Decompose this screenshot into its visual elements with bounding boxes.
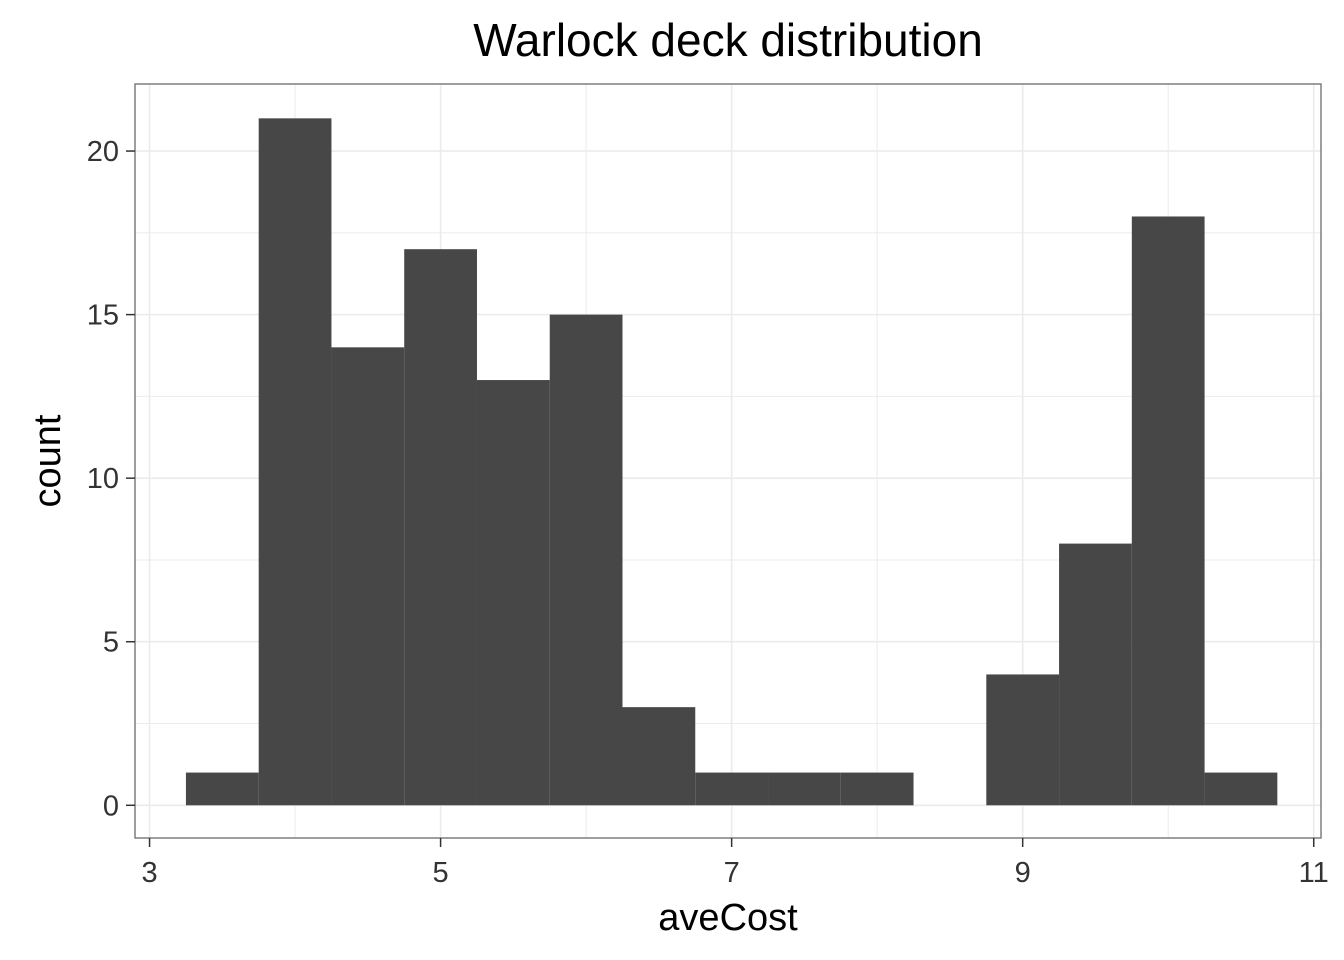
histogram-bar [331,347,404,805]
y-tick-label: 20 [87,136,119,168]
y-tick-label: 5 [103,627,119,659]
x-tick-label: 11 [1299,857,1329,889]
histogram-bar [259,118,332,805]
x-axis-title: aveCost [658,897,798,939]
y-axis-title: count [27,414,69,507]
histogram-bar [186,773,259,806]
histogram-bar [695,773,768,806]
histogram-bar [1059,544,1132,806]
x-tick-label: 3 [141,857,157,889]
histogram-bar [404,249,477,805]
chart-title: Warlock deck distribution [473,14,983,66]
x-tick-label: 5 [433,857,449,889]
histogram-bar [986,674,1059,805]
x-tick-label: 7 [724,857,740,889]
histogram-bar [477,380,550,805]
histogram-bar [1205,773,1278,806]
y-tick-label: 10 [87,463,119,495]
x-tick-label: 9 [1015,857,1031,889]
histogram-bar [550,315,623,806]
histogram-bar [1132,216,1205,805]
histogram-bar [768,773,841,806]
y-tick-label: 15 [87,300,119,332]
histogram-bar [841,773,914,806]
histogram-bar [622,707,695,805]
y-tick-label: 0 [103,790,119,822]
